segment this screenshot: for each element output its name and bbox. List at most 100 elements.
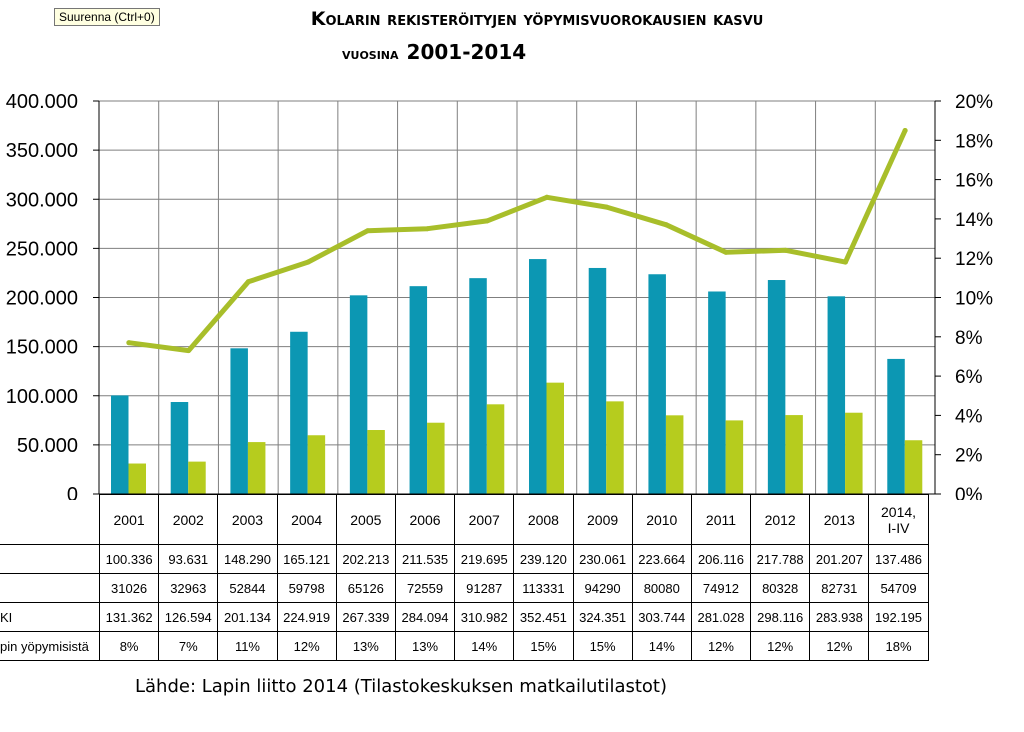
bar-foreign [367,430,385,494]
bar-foreign [486,404,505,494]
y-right-tick-label: 8% [955,328,983,349]
bar-foreign [307,435,326,494]
bar-domestic [111,395,129,494]
table-cell: 59798 [276,573,337,603]
table-cell: 12% [750,631,811,661]
bar-domestic [290,331,308,494]
table-cell: 224.919 [276,602,337,632]
bar-domestic [230,348,248,494]
table-cell: 31026 [98,573,160,603]
bar-foreign [247,442,266,494]
line-point [783,247,789,253]
table-cell: 15% [513,631,574,661]
line-foreign-share [126,128,908,354]
table-cell: 12% [690,631,752,661]
bar-domestic [887,358,905,494]
table-cell: 324.351 [572,602,633,632]
bar-foreign [606,401,624,494]
table-cell: 281.028 [690,602,752,632]
table-cell: 15% [572,631,633,661]
line-point [842,259,848,265]
y-left-tick-label: 50.000 [17,435,78,457]
table-year-header: 2010 [631,494,692,545]
line-point [723,249,729,255]
table-cell: 13% [335,631,396,661]
y-left-tick-label: 100.000 [6,386,78,408]
y-left-tick-label: 400.000 [6,91,78,113]
table-cell: 74912 [690,573,752,603]
table-year-header: 2008 [513,494,574,545]
table-cell: 239.120 [513,544,574,574]
combo-chart: 0 50.000 100.000 150.000 200.000 250.000 300.0… [6,91,993,500]
table-cell: 65126 [335,573,396,603]
title-main: Kolarin rekisteröityjen yöpymisvuorokaus… [310,8,764,30]
table-cell: 137.486 [868,544,929,574]
chart-line-series [126,127,908,354]
table-cell: 8% [98,631,160,661]
line-point [544,194,550,200]
chart-bars [111,259,923,494]
table-row-label: pin yöpymisistä [0,631,100,661]
bar-domestic [648,274,666,494]
y-right-tick-label: 4% [955,406,983,427]
table-year-header: 2009 [572,494,633,545]
table-year-header: 2013 [809,494,870,545]
table-year-header: 2004 [276,494,337,545]
y-left-tick-label: 0 [67,484,78,500]
title-vuosina: vuosina [342,45,399,63]
line-point [604,204,610,210]
bar-foreign [845,412,863,494]
y-right-tick-label: 18% [955,131,993,152]
table-cell: 18% [868,631,929,661]
table-cell: 54709 [868,573,929,603]
table-cell: 7% [158,631,219,661]
table-cell: 217.788 [750,544,811,574]
zoom-tooltip: Suurenna (Ctrl+0) [54,8,160,26]
table-cell: 223.664 [631,544,692,574]
title-years: 2001-2014 [406,40,527,64]
chart-title-line1: Kolarin rekisteröityjen yöpymisvuorokaus… [0,8,1024,30]
table-cell: 303.744 [631,602,692,632]
table-cell: 165.121 [276,544,337,574]
y-right-tick-label: 6% [955,367,983,388]
bar-domestic [349,295,368,494]
table-cell: 298.116 [750,602,811,632]
table-header-row: 2001 2002 2003 2004 2005 2006 2007 2008 2009 2010… [0,494,929,545]
line-point [365,228,371,234]
table-cell: 230.061 [572,544,633,574]
bar-domestic [529,259,547,494]
table-cell: 202.213 [335,544,396,574]
table-cell: 13% [394,631,456,661]
chart-title-line2: vuosina 2001-2014 [342,40,526,64]
table-cell: 192.195 [868,602,929,632]
bar-domestic [409,286,428,494]
table-row-label [0,544,100,574]
table-cell: 126.594 [158,602,219,632]
y-right-tick-label: 12% [955,249,993,270]
line-point [186,348,192,354]
table-cell: 284.094 [394,602,456,632]
table-cell: 72559 [394,573,456,603]
table-cell: 131.362 [98,602,160,632]
y-left-tick-label: 200.000 [6,288,78,310]
bar-foreign [665,415,684,494]
table-cell: 91287 [454,573,515,603]
bar-foreign [188,461,206,494]
data-table: 2001 2002 2003 2004 2005 2006 2007 2008 2009 2010… [0,494,929,661]
table-cell: 352.451 [513,602,574,632]
bar-domestic [708,291,726,494]
y-right-tick-label: 0% [955,485,983,500]
line-point [126,340,132,346]
table-year-header: 2005 [335,494,396,545]
bar-domestic [588,267,607,494]
table-year-header: 2014, I-IV [868,494,929,545]
table-cell: 12% [809,631,870,661]
y-left-tick-label: 350.000 [6,140,78,162]
table-cell: 52844 [217,573,278,603]
table-cell: 219.695 [454,544,515,574]
table-cell: 201.134 [217,602,278,632]
table-cell: 14% [454,631,515,661]
bar-foreign [785,415,803,494]
y-right-tick-label: 14% [955,210,993,231]
table-row-label [0,573,100,603]
